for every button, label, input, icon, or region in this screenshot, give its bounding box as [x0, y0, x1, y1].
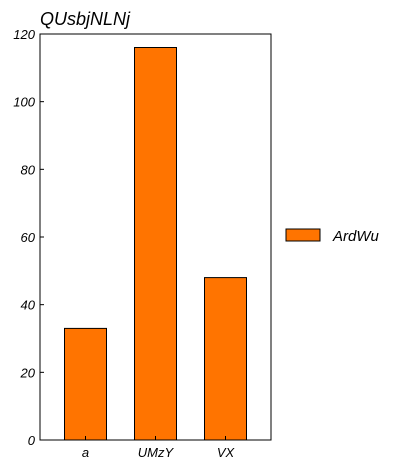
x-axis: a UMzY VX [82, 436, 236, 460]
y-tick-label: 20 [20, 365, 36, 380]
y-tick-label: 80 [21, 162, 36, 177]
bar-UMzY [134, 47, 177, 441]
chart-title: QUsbjNLNj [40, 9, 131, 29]
y-axis: 0 20 40 60 80 100 120 [13, 27, 44, 448]
y-tick-label: 100 [13, 95, 35, 110]
x-tick-label: UMzY [138, 445, 175, 460]
x-tick-label: VX [217, 445, 236, 460]
legend: ArdWu [285, 228, 380, 245]
legend-swatch [285, 228, 321, 242]
bar-a [64, 327, 107, 441]
y-tick-label: 120 [13, 27, 35, 42]
bar-VX [204, 277, 247, 441]
y-tick-label: 0 [28, 433, 36, 448]
legend-label: ArdWu [332, 228, 380, 245]
bars-group [64, 47, 247, 441]
y-tick-label: 40 [21, 298, 36, 313]
y-tick-label: 60 [21, 230, 36, 245]
x-tick-label: a [82, 445, 89, 460]
